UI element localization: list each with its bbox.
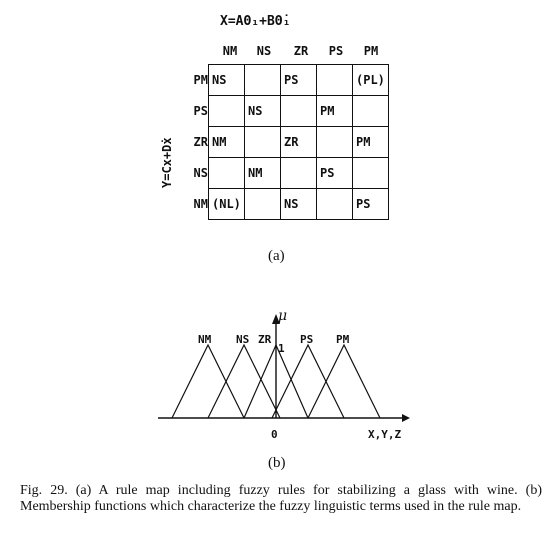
- rule-row-ns: NM PS: [208, 157, 389, 189]
- rule-row-pm: NS PS (PL): [208, 64, 389, 96]
- rule-cell: PM: [352, 126, 389, 158]
- rule-cell: [208, 157, 245, 189]
- rule-cell: [280, 157, 317, 189]
- column-header-nm: NM: [222, 44, 238, 58]
- set-label-zr: ZR: [258, 333, 272, 346]
- rule-cell: NS: [244, 95, 281, 127]
- rule-cell: [244, 188, 281, 220]
- rule-cell: [244, 64, 281, 96]
- y-axis-expression: Y=Cx+Dẋ: [160, 137, 174, 188]
- rule-cell: ZR: [280, 126, 317, 158]
- subfigure-label-b: (b): [268, 455, 286, 471]
- set-label-ns: NS: [236, 333, 249, 346]
- rule-cell: [244, 126, 281, 158]
- rule-row-zr: NM ZR PM: [208, 126, 389, 158]
- row-header-ps: PS: [193, 104, 208, 118]
- rule-cell: (PL): [352, 64, 389, 96]
- x-axis-expression: X=AΘ₁+BΘ̇₁: [220, 14, 291, 29]
- set-label-nm: NM: [198, 333, 212, 346]
- rule-cell: [352, 95, 389, 127]
- rule-row-ps: NS PM: [208, 95, 389, 127]
- rule-cell: [208, 95, 245, 127]
- column-header-ns: NS: [256, 44, 272, 58]
- membership-curve-nm: [171, 343, 245, 419]
- rule-cell: [316, 126, 353, 158]
- set-label-pm: PM: [336, 333, 350, 346]
- rule-cell: PM: [316, 95, 353, 127]
- column-header-zr: ZR: [293, 44, 309, 58]
- set-label-ps: PS: [300, 333, 313, 346]
- rule-cell: NS: [280, 188, 317, 220]
- rule-cell: NM: [208, 126, 245, 158]
- column-header-pm: PM: [363, 44, 379, 58]
- x-axis-arrowhead: [402, 414, 410, 422]
- subfigure-label-a: (a): [268, 248, 285, 264]
- figure-caption: Fig. 29. (a) A rule map including fuzzy …: [20, 483, 542, 514]
- rule-cell: (NL): [208, 188, 245, 220]
- x-axis-label: X,Y,Z: [368, 428, 401, 441]
- y-axis-arrowhead: [272, 314, 280, 324]
- row-header-ns: NS: [193, 166, 208, 180]
- rule-cell: NM: [244, 157, 281, 189]
- row-header-pm: PM: [193, 73, 208, 87]
- rule-cell: PS: [280, 64, 317, 96]
- membership-curve-ns: [207, 343, 281, 419]
- membership-function-plot: μ 1 NM NS ZR PS PM 0 X,Y,Z: [158, 308, 410, 441]
- rule-map-table: NS PS (PL) NS PM NM ZR PM NM PS (NL) NS …: [208, 64, 389, 220]
- rule-cell: PS: [316, 157, 353, 189]
- membership-curve-pm: [307, 343, 381, 419]
- row-header-nm: NM: [193, 197, 208, 211]
- membership-curve-ps: [271, 343, 345, 419]
- rule-cell: [316, 64, 353, 96]
- y-axis-symbol: μ: [278, 308, 287, 324]
- rule-row-nm: (NL) NS PS: [208, 188, 389, 220]
- rule-cell: [280, 95, 317, 127]
- rule-cell: PS: [352, 188, 389, 220]
- rule-cell: [352, 157, 389, 189]
- rule-cell: [316, 188, 353, 220]
- row-header-zr: ZR: [193, 135, 208, 149]
- peak-value-label: 1: [278, 342, 285, 355]
- rule-cell: NS: [208, 64, 245, 96]
- origin-label: 0: [271, 428, 278, 441]
- column-header-ps: PS: [328, 44, 344, 58]
